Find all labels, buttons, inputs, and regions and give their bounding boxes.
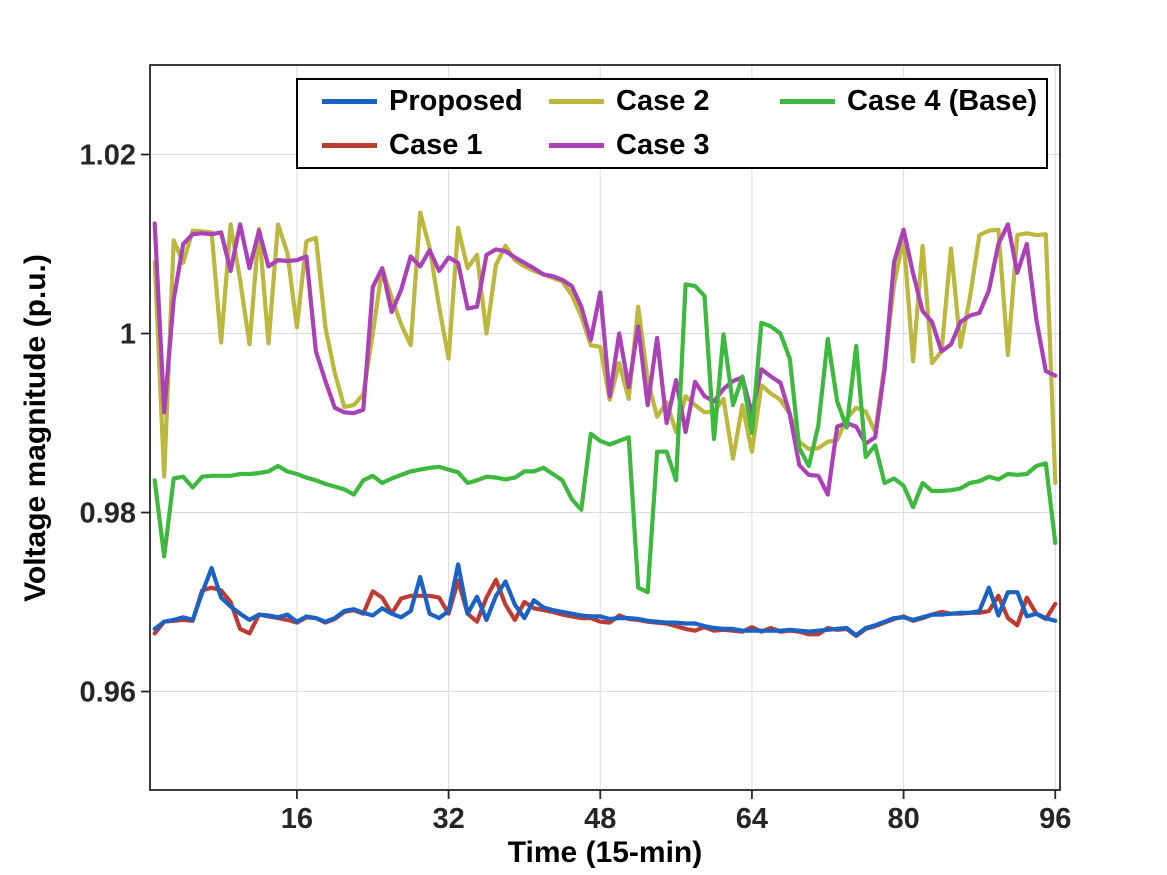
series-line-case-4-base bbox=[152, 282, 1058, 595]
legend-label: Case 4 (Base) bbox=[847, 85, 1038, 118]
y-tick-label: 1 bbox=[120, 319, 136, 351]
legend-line-swatch bbox=[322, 142, 377, 148]
y-axis-label: Voltage magnitude (p.u.) bbox=[19, 254, 52, 602]
legend-label: Case 2 bbox=[616, 85, 710, 118]
x-tick-label: 64 bbox=[736, 803, 768, 835]
x-tick-label: 32 bbox=[432, 803, 464, 835]
legend-line-swatch bbox=[549, 142, 604, 148]
y-tick-label: 0.96 bbox=[80, 677, 136, 709]
x-tick-label: 48 bbox=[584, 803, 616, 835]
legend-entry: Case 1 bbox=[322, 128, 549, 161]
x-tick-label: 96 bbox=[1039, 803, 1071, 835]
legend-label: Proposed bbox=[389, 85, 523, 118]
legend-entry: Case 2 bbox=[549, 87, 780, 116]
legend: Proposed Case 1 Case 2 Case 3 Case 4 (Base) bbox=[296, 78, 1048, 169]
legend-entry: Case 4 (Base) bbox=[780, 87, 1046, 116]
series-line-case-1 bbox=[152, 577, 1058, 639]
legend-line-swatch bbox=[780, 99, 835, 105]
legend-line-swatch bbox=[322, 99, 377, 105]
legend-entry: Case 3 bbox=[549, 128, 780, 161]
series-line-case-3 bbox=[152, 221, 1058, 497]
x-axis-label: Time (15-min) bbox=[507, 836, 703, 869]
series-line-proposed bbox=[152, 562, 1058, 638]
y-tick-label: 1.02 bbox=[80, 140, 136, 172]
legend-label: Case 1 bbox=[389, 128, 483, 161]
y-tick-label: 0.98 bbox=[80, 498, 136, 530]
x-tick-label: 80 bbox=[887, 803, 919, 835]
x-tick-label: 16 bbox=[281, 803, 313, 835]
axis-box bbox=[149, 64, 1061, 791]
legend-line-swatch bbox=[549, 99, 604, 105]
legend-entry: Proposed bbox=[322, 87, 549, 116]
legend-label: Case 3 bbox=[616, 128, 710, 161]
